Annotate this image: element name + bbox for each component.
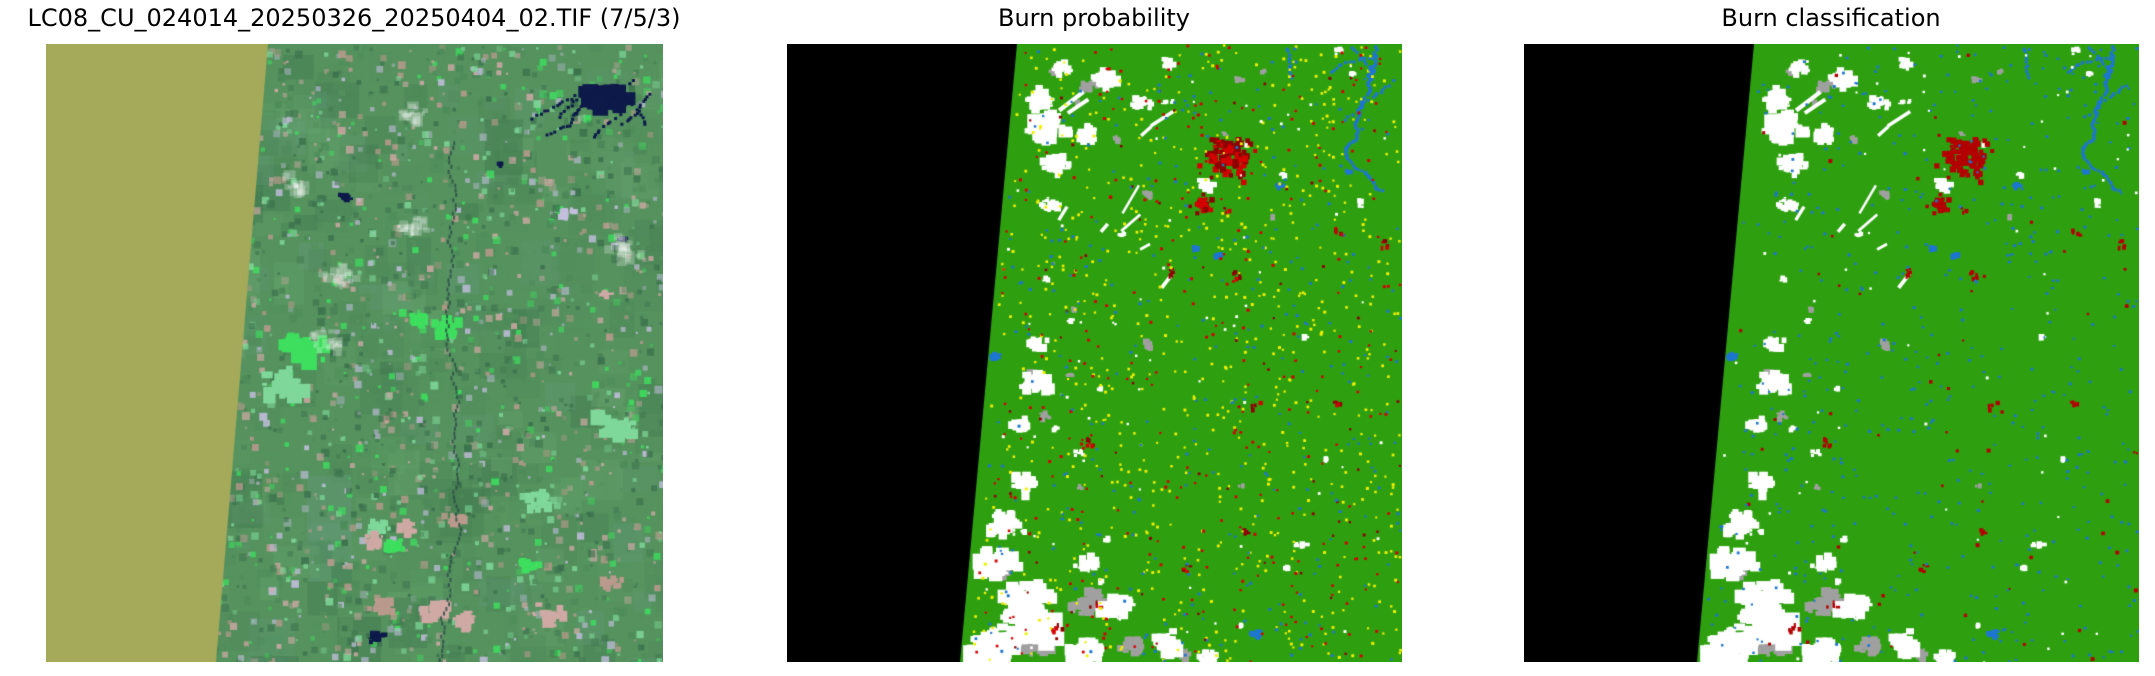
satellite-image — [46, 44, 663, 662]
satellite-panel-title: LC08_CU_024014_20250326_20250404_02.TIF … — [27, 4, 681, 32]
burn-probability-map — [787, 44, 1402, 662]
burn-classification-map — [1524, 44, 2139, 662]
burn-classification-panel-title: Burn classification — [1721, 4, 1941, 32]
burn-probability-panel-title: Burn probability — [997, 4, 1191, 32]
